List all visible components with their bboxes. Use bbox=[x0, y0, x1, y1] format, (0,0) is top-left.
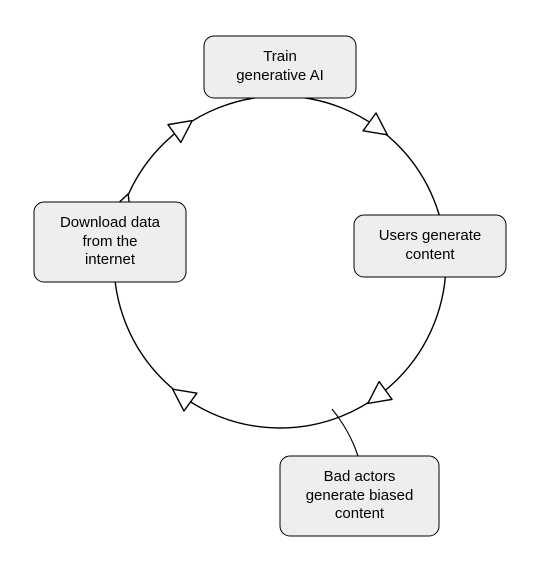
node-users-label: Users generatecontent bbox=[379, 227, 482, 265]
node-bad: Bad actorsgenerate biasedcontent bbox=[280, 456, 439, 536]
node-train-label: Traingenerative AI bbox=[236, 48, 324, 86]
node-users: Users generatecontent bbox=[354, 215, 506, 277]
diagram-stage: Traingenerative AI Users generatecontent D… bbox=[0, 0, 559, 563]
node-download-label: Download datafrom theinternet bbox=[60, 214, 160, 270]
cycle-arrowhead bbox=[168, 112, 199, 143]
cycle-arrowhead bbox=[166, 380, 197, 411]
node-bad-label: Bad actorsgenerate biasedcontent bbox=[306, 468, 414, 524]
cycle-arrowhead bbox=[361, 382, 392, 413]
connector-bad-to-cycle bbox=[332, 409, 358, 456]
node-train: Traingenerative AI bbox=[204, 36, 356, 98]
cycle-arrowhead bbox=[363, 113, 394, 144]
node-download: Download datafrom theinternet bbox=[34, 202, 186, 282]
